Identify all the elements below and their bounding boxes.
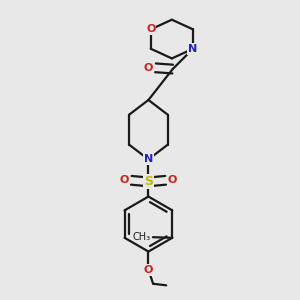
Text: O: O — [146, 24, 155, 34]
Text: O: O — [144, 63, 153, 73]
Text: O: O — [144, 265, 153, 275]
Text: N: N — [188, 44, 198, 54]
Text: N: N — [144, 154, 153, 164]
Text: O: O — [120, 175, 129, 185]
Text: O: O — [168, 175, 177, 185]
Text: CH₃: CH₃ — [132, 232, 150, 242]
Text: S: S — [144, 176, 153, 188]
